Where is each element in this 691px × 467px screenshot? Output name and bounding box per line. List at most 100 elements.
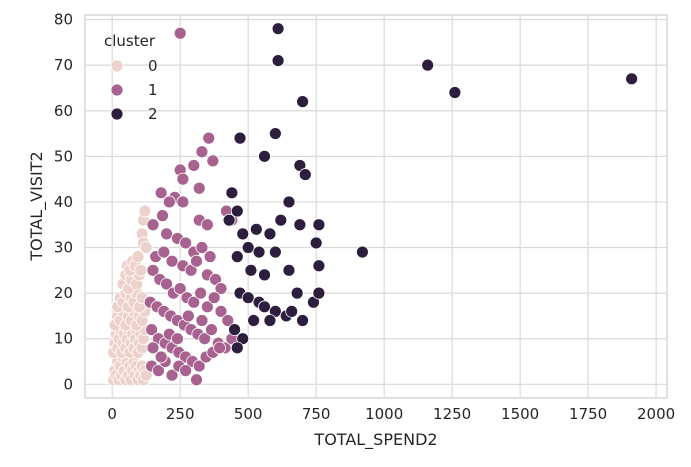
cluster-1-point (146, 263, 160, 277)
legend-marker-2 (110, 107, 124, 121)
cluster-2-point (258, 149, 271, 163)
cluster-1-point (187, 159, 201, 172)
x-tick-label: 1000 (365, 405, 403, 423)
cluster-1-point (192, 359, 206, 373)
cluster-2-point (268, 127, 282, 140)
x-tick-label: 1250 (433, 405, 471, 423)
cluster-2-point (309, 236, 323, 250)
cluster-2-point (312, 218, 326, 232)
legend-label-0: 0 (148, 57, 158, 75)
cluster-2-point (293, 218, 307, 232)
cluster-2-point (298, 168, 312, 181)
cluster-2-point (241, 241, 255, 254)
cluster-2-point (356, 245, 369, 259)
cluster-2-point (236, 227, 250, 241)
cluster-1-point (156, 209, 169, 223)
cluster-1-point (192, 181, 206, 195)
cluster-1-point (203, 250, 217, 264)
cluster-1-point (154, 186, 168, 200)
cluster-1-point (146, 218, 160, 232)
y-tick-label: 0 (63, 375, 73, 393)
cluster-2-point (448, 86, 462, 99)
cluster-1-point (145, 323, 159, 337)
cluster-2-point (252, 245, 266, 259)
cluster-0-point (134, 263, 148, 277)
cluster-1-point (198, 332, 212, 346)
cluster-1-point (190, 254, 203, 268)
legend-title: cluster (104, 32, 156, 50)
cluster-1-point (221, 314, 235, 327)
cluster-1-point (176, 195, 190, 209)
x-tick-label: 1750 (569, 405, 607, 423)
cluster-2-point (247, 314, 261, 327)
cluster-2-point (244, 263, 258, 277)
cluster-1-point (165, 368, 179, 382)
y-tick-label: 40 (54, 193, 73, 211)
cluster-1-point (214, 304, 228, 318)
cluster-1-point (146, 341, 160, 355)
cluster-2-point (249, 222, 263, 236)
cluster-1-point (179, 236, 193, 250)
data-points (107, 22, 639, 387)
x-tick-label: 0 (107, 405, 117, 423)
cluster-1-point (165, 254, 179, 268)
cluster-2-point (228, 323, 241, 337)
cluster-1-point (206, 154, 220, 168)
cluster-2-point (263, 227, 277, 241)
y-tick-label: 30 (54, 239, 73, 257)
cluster-2-point (271, 54, 285, 67)
legend: cluster 0 1 2 (104, 32, 158, 123)
cluster-2-point (268, 245, 282, 259)
cluster-2-point (225, 186, 239, 200)
legend-label-2: 2 (148, 105, 158, 123)
cluster-2-point (271, 22, 285, 36)
cluster-2-point (258, 300, 271, 314)
cluster-1-point (200, 218, 214, 232)
cluster-1-point (194, 286, 207, 300)
cluster-1-point (173, 26, 187, 40)
cluster-1-point (154, 350, 168, 364)
cluster-1-point (179, 364, 193, 378)
cluster-1-point (176, 172, 190, 186)
y-tick-labels: 0 10 20 30 40 50 60 70 80 (54, 11, 73, 394)
cluster-1-point (200, 300, 214, 314)
cluster-1-point (157, 245, 171, 259)
cluster-2-point (274, 213, 288, 227)
cluster-2-point (263, 314, 277, 327)
cluster-0-point (131, 250, 145, 264)
x-tick-label: 2000 (637, 405, 675, 423)
legend-marker-0 (110, 59, 124, 73)
legend-marker-1 (110, 83, 124, 97)
y-tick-label: 50 (54, 147, 73, 165)
cluster-1-point (152, 364, 165, 378)
cluster-2-point (296, 314, 309, 327)
x-tick-labels: 0 250 500 750 1000 1250 1500 1750 2000 (107, 405, 675, 423)
cluster-1-point (187, 295, 201, 309)
cluster-2-point (296, 95, 309, 109)
cluster-2-point (312, 259, 326, 273)
cluster-2-point (282, 263, 296, 277)
cluster-2-point (230, 250, 244, 264)
cluster-2-point (230, 341, 244, 355)
cluster-1-point (195, 145, 209, 159)
cluster-2-point (222, 213, 236, 227)
y-tick-label: 20 (54, 284, 73, 302)
cluster-2-point (625, 72, 639, 86)
cluster-1-point (173, 282, 187, 295)
cluster-2-point (230, 204, 244, 218)
cluster-2-point (241, 291, 255, 305)
cluster-1-point (205, 323, 218, 337)
cluster-1-point (202, 131, 216, 145)
x-tick-label: 1500 (501, 405, 539, 423)
cluster-2-point (282, 195, 296, 209)
cluster-0-point (138, 204, 152, 218)
x-axis-label: TOTAL_SPEND2 (313, 430, 437, 450)
cluster-1-point (207, 291, 221, 305)
cluster-2-point (290, 286, 304, 300)
cluster-1-point (160, 227, 173, 241)
cluster-1-point (162, 195, 176, 209)
y-tick-label: 70 (54, 56, 73, 74)
x-tick-label: 750 (302, 405, 331, 423)
cluster-2-point (258, 268, 271, 282)
